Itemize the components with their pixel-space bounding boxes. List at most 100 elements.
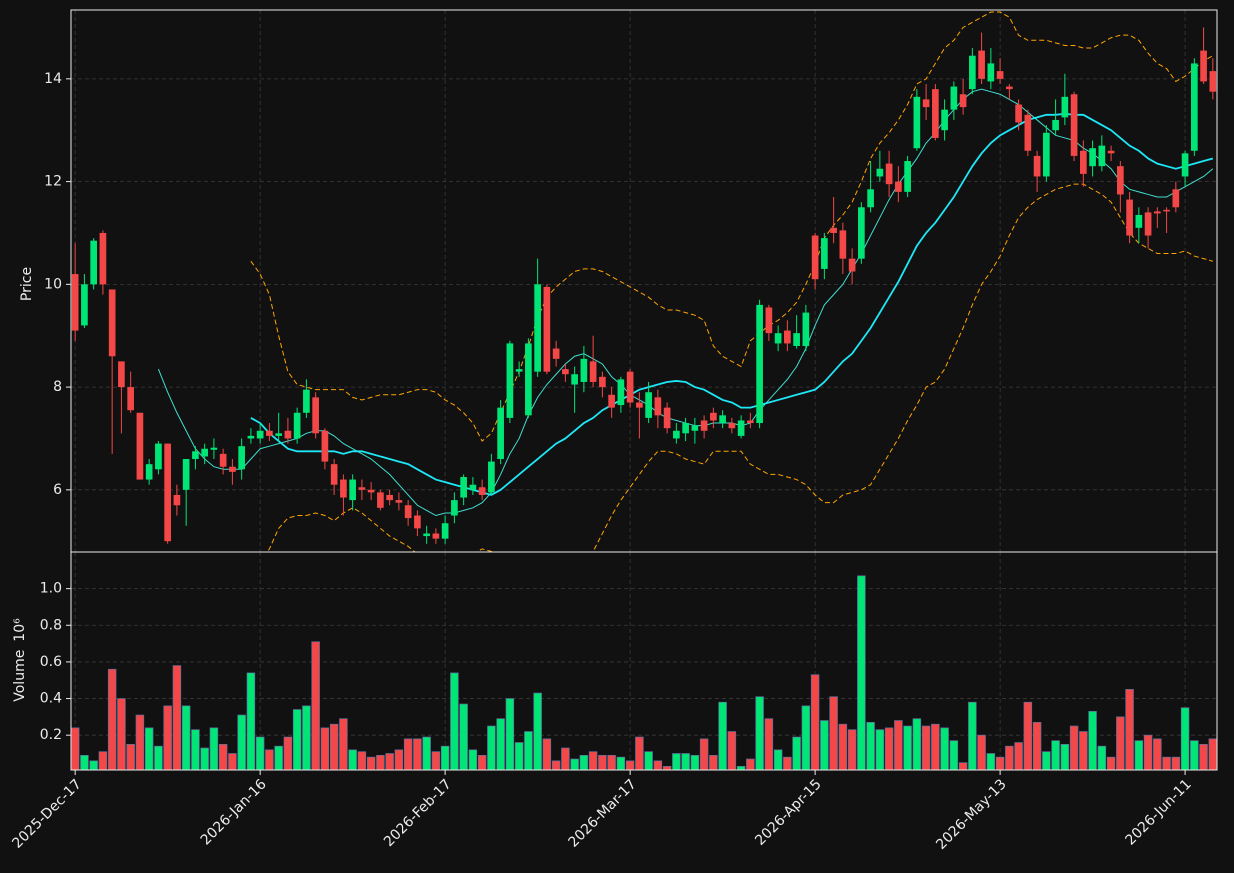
candle-body <box>904 161 911 192</box>
volume-bar <box>986 753 996 770</box>
volume-bar <box>588 751 598 770</box>
volume-bar <box>292 709 302 770</box>
candle-body <box>932 89 939 138</box>
candle-body <box>756 304 763 424</box>
volume-bar <box>200 747 209 770</box>
candle-body <box>1043 132 1050 177</box>
volume-bar <box>1208 738 1217 770</box>
candle-body <box>571 374 578 385</box>
candle-body <box>885 163 893 185</box>
volume-bar <box>348 749 357 770</box>
candle-body <box>293 412 301 439</box>
volume-bar <box>903 725 912 770</box>
volume-bar <box>866 722 875 770</box>
price-axis-label: Price <box>19 267 35 301</box>
candle-body <box>728 423 736 429</box>
candle-body <box>737 420 745 436</box>
candle-body <box>145 464 153 480</box>
candle-body <box>793 333 800 346</box>
volume-bar <box>283 736 293 770</box>
candle-body <box>136 412 144 480</box>
volume-bar <box>884 727 894 770</box>
candle-body <box>552 348 560 359</box>
moving-line <box>250 112 1214 496</box>
volume-bar <box>672 753 681 770</box>
candle-body <box>1024 114 1032 151</box>
volume-bar <box>135 714 145 770</box>
candle-body <box>1098 145 1106 167</box>
candle-body <box>673 430 680 439</box>
candle-body <box>747 420 754 424</box>
candle-body <box>941 109 948 131</box>
y-tick-label: 14 <box>44 71 62 87</box>
volume-bar <box>144 727 154 770</box>
volume-bar <box>265 749 274 770</box>
volume-bar <box>274 745 283 770</box>
candle-body <box>645 392 652 418</box>
volume-bar <box>1171 756 1181 770</box>
candle-body <box>367 489 375 493</box>
candle-body <box>90 240 97 285</box>
candle-body <box>414 515 421 529</box>
volume-bar <box>801 705 811 770</box>
candle-body <box>247 435 255 439</box>
candle-body <box>229 466 236 472</box>
candle-body <box>580 358 588 382</box>
candle-body <box>478 487 486 495</box>
volume-bar <box>533 692 542 770</box>
volume-bar <box>1088 711 1097 770</box>
volume-bar <box>709 754 718 770</box>
volume-bar <box>422 736 431 770</box>
candle-body <box>969 55 976 90</box>
volume-bar <box>681 753 690 770</box>
candle-body <box>330 464 338 485</box>
volume-bar <box>1014 742 1023 770</box>
volume-bar <box>746 758 755 770</box>
candle-body <box>108 289 116 357</box>
y-tick-label: 8 <box>53 379 62 395</box>
candle-body <box>192 451 199 460</box>
volume-bar <box>977 734 986 770</box>
volume-bar <box>394 749 404 770</box>
candle-body <box>922 99 930 108</box>
volume-bar <box>255 736 265 770</box>
volume-bar <box>376 754 385 770</box>
volume-bar <box>71 727 80 770</box>
candle-body <box>848 258 856 272</box>
candle-body <box>719 415 726 424</box>
candle-body <box>173 494 181 506</box>
candle-body <box>1089 148 1096 167</box>
volume-bar <box>1199 744 1208 770</box>
candle-body <box>1006 86 1013 90</box>
candle-body <box>460 476 467 498</box>
candle-body <box>608 394 615 408</box>
volume-bar <box>154 745 163 770</box>
candle-body <box>525 343 532 416</box>
volume-bar <box>385 753 394 770</box>
volume-bar <box>949 740 959 770</box>
candle-body <box>210 447 218 450</box>
volume-bar <box>940 727 949 770</box>
volume-bar <box>570 758 579 770</box>
volume-bar <box>635 736 644 770</box>
volume-bar <box>163 705 172 770</box>
candle-body <box>1107 150 1115 154</box>
candle-body <box>1033 155 1041 177</box>
volume-bar <box>551 760 561 770</box>
candle-body <box>99 232 107 285</box>
candle-body <box>488 461 495 493</box>
candle-body <box>895 181 902 192</box>
volume-bar <box>829 696 838 770</box>
candle-body <box>562 369 569 375</box>
volume-axis-label: Volume 10⁶ <box>12 618 28 702</box>
candle-body <box>867 189 874 208</box>
volume-bar <box>1023 701 1033 770</box>
volume-bar <box>339 718 348 770</box>
candle-body <box>784 330 791 344</box>
volume-bar <box>320 727 330 770</box>
candle-body <box>774 333 782 344</box>
candle-body <box>469 484 477 490</box>
candle-body <box>266 430 273 436</box>
candle-body <box>1126 199 1133 236</box>
